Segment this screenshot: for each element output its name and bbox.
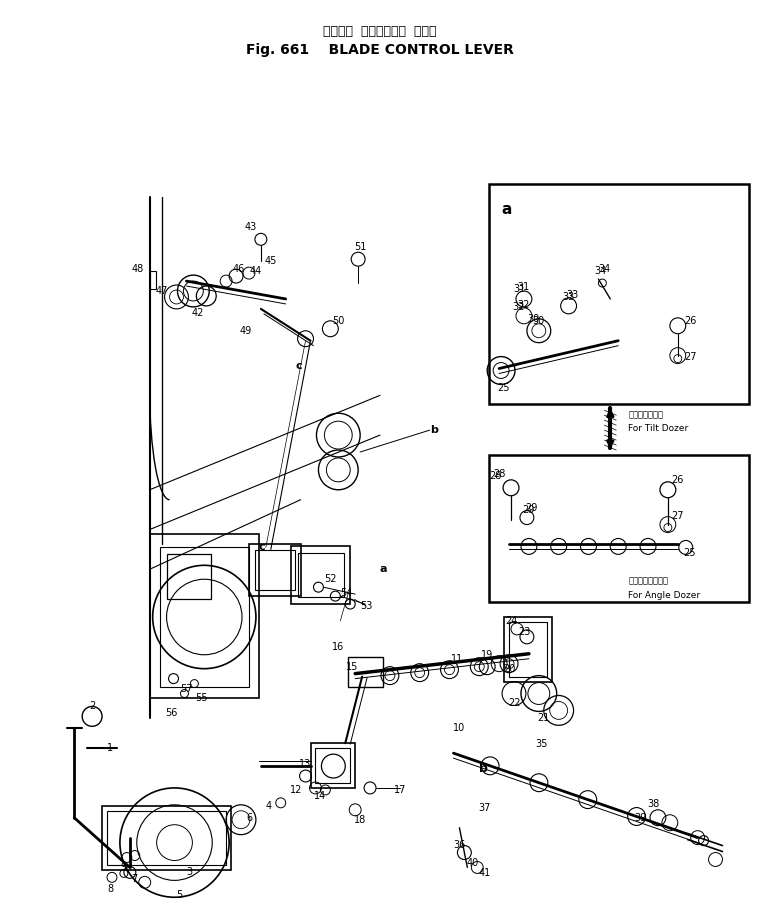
Bar: [509, 622, 546, 677]
Text: 21: 21: [537, 713, 550, 723]
Text: 5: 5: [176, 891, 183, 901]
Bar: [150, 535, 259, 699]
Text: 28: 28: [489, 471, 502, 481]
Text: 31: 31: [513, 284, 525, 294]
Text: 20: 20: [503, 664, 515, 674]
Bar: [159, 547, 249, 687]
Text: 13: 13: [299, 759, 312, 769]
Text: 17: 17: [394, 785, 406, 795]
Text: 57: 57: [180, 683, 193, 694]
Text: 34: 34: [598, 265, 611, 275]
Text: 47: 47: [156, 286, 168, 296]
Bar: [249, 545, 301, 596]
Text: 16: 16: [332, 641, 345, 651]
Text: 34: 34: [594, 266, 606, 276]
Text: 3: 3: [187, 867, 193, 877]
Text: 41: 41: [478, 869, 490, 879]
Text: 38: 38: [647, 799, 659, 809]
Text: b: b: [479, 762, 488, 775]
Text: 42: 42: [191, 308, 203, 318]
Text: 45: 45: [265, 256, 277, 266]
Text: 49: 49: [240, 326, 252, 336]
Text: Fig. 661    BLADE CONTROL LEVER: Fig. 661 BLADE CONTROL LEVER: [246, 43, 514, 56]
Text: a: a: [380, 564, 388, 574]
Text: 9: 9: [121, 863, 127, 872]
Text: 39: 39: [634, 813, 646, 823]
Text: 52: 52: [324, 574, 336, 584]
Text: 10: 10: [453, 723, 465, 733]
Text: 25: 25: [497, 383, 509, 393]
Text: 54: 54: [340, 588, 352, 598]
Text: 43: 43: [245, 222, 257, 233]
Text: 53: 53: [360, 601, 372, 611]
Text: 4: 4: [266, 801, 272, 811]
Bar: [490, 455, 749, 602]
Text: 23: 23: [518, 627, 531, 637]
Text: b: b: [430, 425, 437, 435]
Text: 37: 37: [478, 803, 490, 813]
Bar: [166, 554, 211, 599]
Text: 19: 19: [481, 650, 493, 660]
Text: 27: 27: [671, 511, 683, 521]
Text: 44: 44: [250, 266, 262, 276]
Text: チルトドーザ用: チルトドーザ用: [628, 410, 663, 419]
Text: 25: 25: [683, 548, 695, 558]
Bar: [298, 554, 345, 597]
Text: a: a: [501, 201, 512, 217]
Text: 18: 18: [354, 814, 367, 824]
Text: 14: 14: [314, 791, 326, 801]
Text: 27: 27: [684, 352, 696, 361]
Text: 56: 56: [165, 708, 178, 718]
Bar: [102, 805, 231, 871]
Text: 22: 22: [508, 699, 520, 708]
Text: 2: 2: [89, 701, 95, 711]
Text: 29: 29: [525, 503, 537, 513]
Text: 51: 51: [354, 242, 367, 252]
Text: 7: 7: [131, 874, 138, 884]
Text: 12: 12: [291, 785, 303, 795]
Text: 26: 26: [671, 475, 683, 485]
Text: For Tilt Dozer: For Tilt Dozer: [628, 424, 688, 433]
Text: 33: 33: [567, 290, 579, 300]
Bar: [255, 551, 294, 590]
Text: 32: 32: [513, 302, 525, 312]
Bar: [107, 811, 226, 865]
Text: 6: 6: [246, 813, 252, 823]
Text: c: c: [259, 543, 266, 553]
Bar: [310, 743, 355, 788]
Text: 28: 28: [493, 469, 505, 479]
Text: 55: 55: [195, 693, 207, 703]
Text: 30: 30: [533, 316, 545, 326]
Bar: [150, 271, 156, 289]
Text: 30: 30: [527, 313, 539, 323]
Text: 31: 31: [517, 282, 529, 292]
Bar: [316, 748, 350, 783]
Text: 11: 11: [452, 654, 464, 664]
Text: 8: 8: [107, 884, 113, 894]
Text: For Angle Dozer: For Angle Dozer: [628, 591, 701, 600]
Text: c: c: [295, 361, 302, 371]
Text: 48: 48: [131, 265, 144, 275]
Bar: [291, 546, 350, 604]
Text: 46: 46: [233, 265, 245, 275]
Text: ブレード  コントロール  レバー: ブレード コントロール レバー: [323, 24, 436, 38]
Text: 35: 35: [536, 739, 548, 749]
Bar: [348, 657, 383, 687]
Bar: [504, 617, 552, 681]
Bar: [490, 184, 749, 404]
Text: 36: 36: [453, 840, 465, 850]
Text: 1: 1: [107, 743, 113, 753]
Text: 32: 32: [517, 300, 529, 310]
Text: 15: 15: [346, 661, 358, 671]
Text: 24: 24: [505, 616, 517, 626]
Text: 29: 29: [523, 505, 535, 515]
Text: 50: 50: [332, 316, 345, 326]
Text: アングルドーザ用: アングルドーザ用: [628, 577, 668, 585]
Text: 33: 33: [562, 292, 575, 302]
Text: 26: 26: [684, 316, 696, 326]
Text: 40: 40: [466, 859, 478, 869]
